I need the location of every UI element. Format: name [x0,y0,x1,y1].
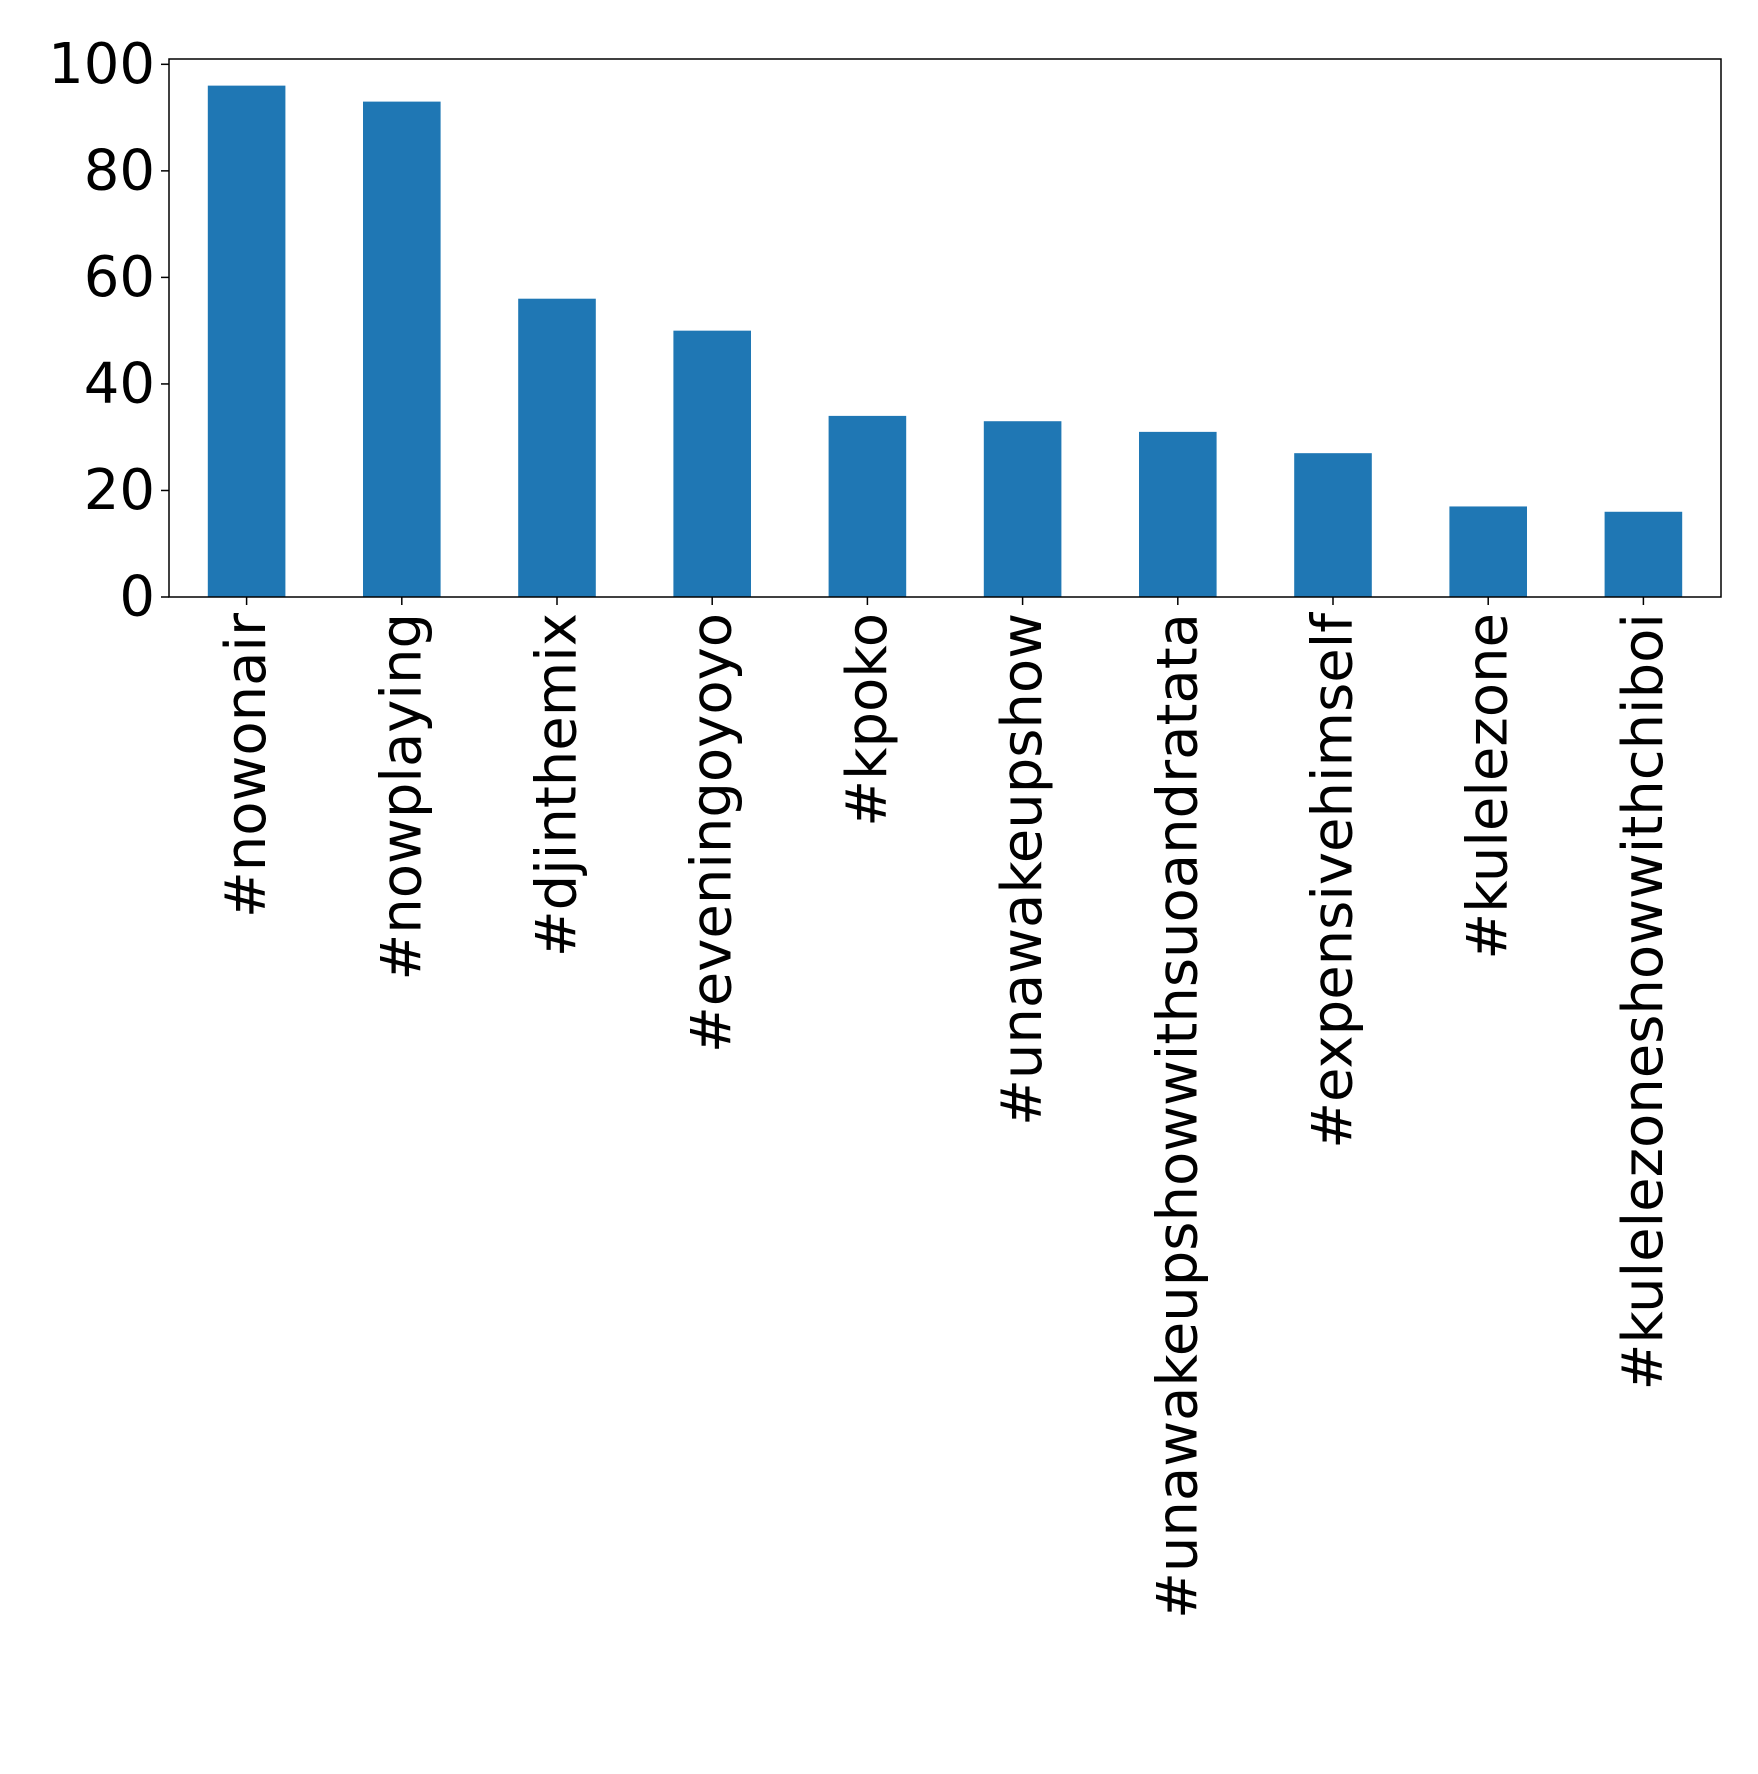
x-tick-label: #eveningoyoyo [680,613,745,1053]
x-tick-label: #nowonair [214,612,279,918]
x-tick-label: #djinthemix [525,613,590,957]
y-tick-label: 0 [119,565,155,630]
bar-kpoko [828,415,907,597]
bar-kulelezoneshowwithchiboi [1604,511,1683,597]
y-tick-label: 40 [84,351,155,416]
bar-djinthemix [518,298,596,597]
y-tick-label: 20 [84,458,155,523]
bar-nowonair [207,85,286,597]
x-tick-label: #kpoko [835,613,900,827]
y-tick-label: 60 [84,245,155,310]
x-tick-label: #nowplaying [369,613,434,981]
y-axis: 0 20 40 60 80 100 [48,32,169,630]
bars-layer [207,85,1683,598]
bar-unawakeupshow [983,421,1062,597]
x-tick-label: #unawakeupshowwithsuoandratata [1145,613,1210,1619]
x-tick-label: #kulelezone [1456,613,1521,960]
bar-eveningoyoyo [673,330,751,597]
x-tick-label: #kulelezoneshowwithchiboi [1611,613,1676,1391]
bar-unawakeupshowwithsuoandratata [1139,431,1217,597]
y-tick-label: 100 [48,32,155,97]
y-tick-label: 80 [84,138,155,203]
x-tick-label: #expensivehimself [1301,612,1366,1149]
x-tick-label: #unawakeupshow [990,613,1055,1126]
x-axis: #nowonair #nowplaying #djinthemix #eveningo… [214,597,1676,1619]
bar-nowplaying [363,101,441,598]
bar-expensivehimself [1294,453,1372,597]
bar-kulelezone [1449,506,1527,597]
plot-frame [168,58,1722,598]
